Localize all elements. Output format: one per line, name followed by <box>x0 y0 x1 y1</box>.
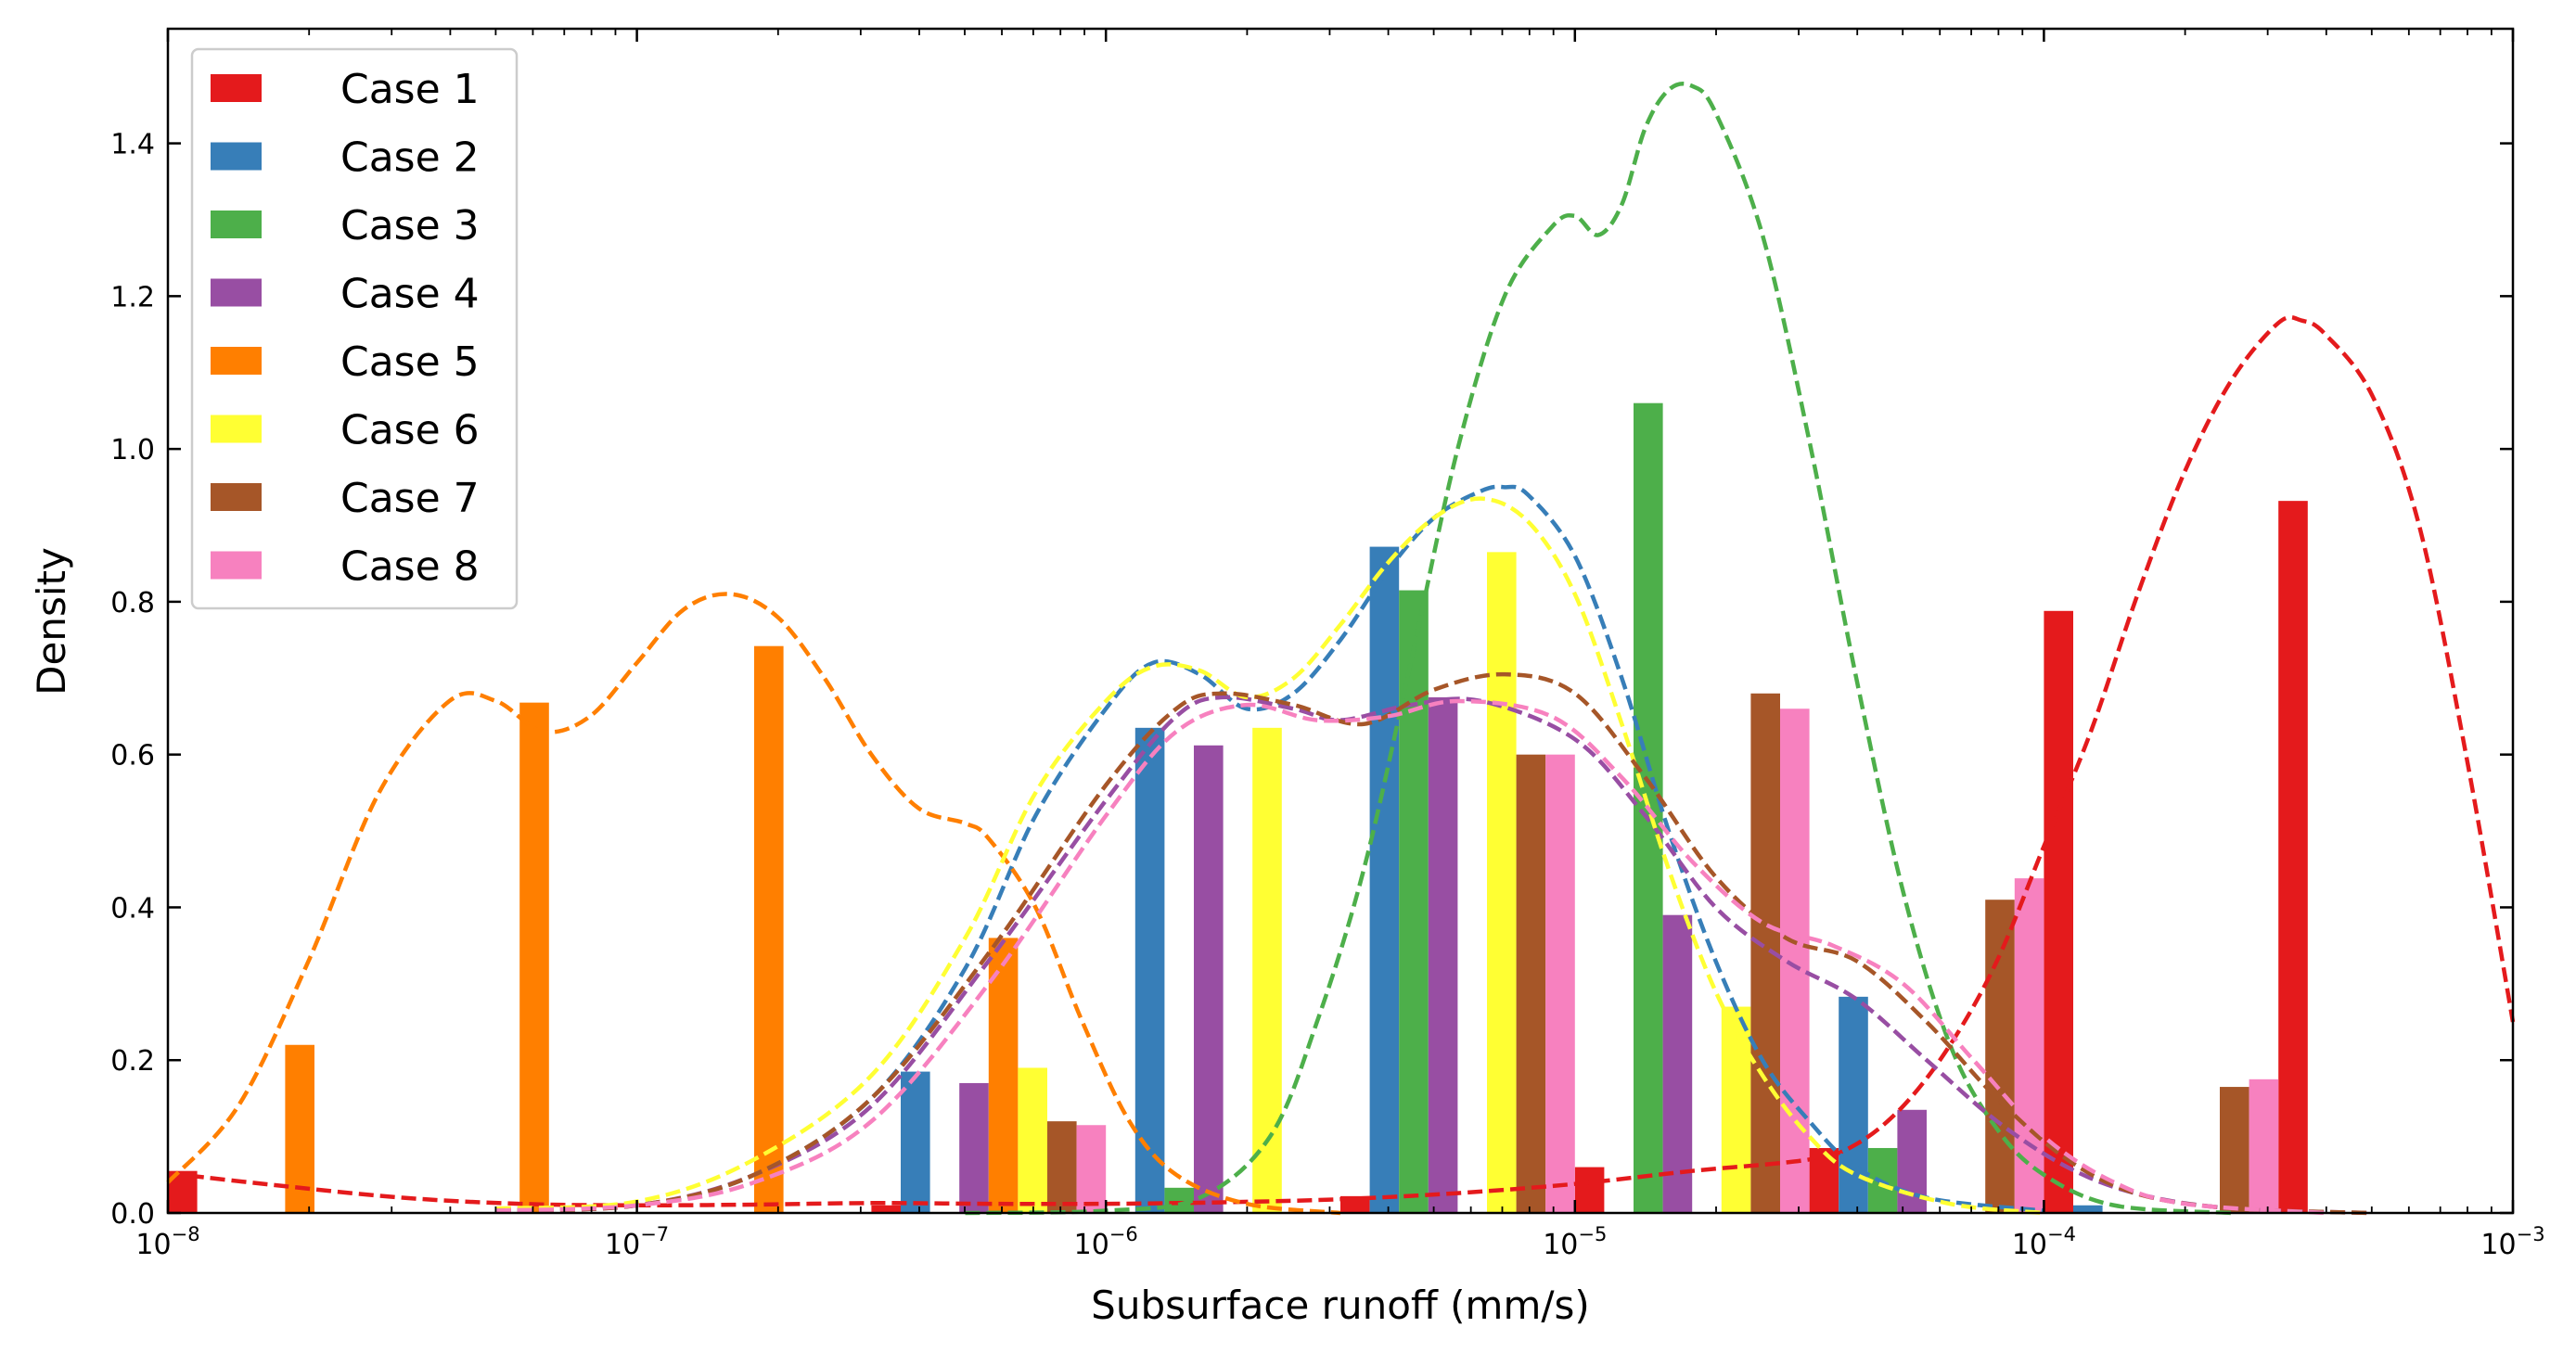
legend-swatch-case-1 <box>211 74 262 102</box>
bar-case-6-bin-7 <box>1721 1006 1751 1213</box>
plot-frame <box>166 27 2515 1215</box>
legend-swatch-case-5 <box>211 347 262 375</box>
y-tick-label: 0.6 <box>110 740 155 772</box>
legend-label-case-8: Case 8 <box>340 543 480 591</box>
bar-case-4-bin-6 <box>1428 696 1458 1213</box>
legend-swatch-case-4 <box>211 278 262 307</box>
bar-case-1-bin-4 <box>871 1205 901 1213</box>
bar-case-6-bin-4 <box>1018 1067 1047 1213</box>
legend-label-case-5: Case 5 <box>340 338 480 386</box>
bar-case-5-bin-1 <box>285 1044 314 1213</box>
kde-line-case-3 <box>965 82 2232 1216</box>
legend-swatch-case-7 <box>211 483 262 511</box>
x-axis-label: Subsurface runoff (mm/s) <box>1091 1283 1590 1328</box>
x-tick-label: 10−3 <box>2480 1223 2544 1261</box>
bar-case-8-bin-4 <box>1076 1125 1107 1213</box>
x-tick-label: 10−7 <box>605 1223 669 1261</box>
legend-label-case-1: Case 1 <box>340 66 480 113</box>
legend: Case 1 Case 2 Case 3 Case 4 Case 5 Case 6 Case… <box>190 47 519 610</box>
x-tick-label: 10−5 <box>1543 1223 1607 1261</box>
x-tick-label: 10−8 <box>135 1223 199 1261</box>
kde-curves <box>166 82 2516 1216</box>
kde-line-case-5 <box>166 592 1341 1216</box>
y-axis-ticks: 0.0 0.2 0.4 0.6 0.8 1.0 1.2 1.4 <box>110 129 2513 1231</box>
bar-case-5-bin-3 <box>754 645 784 1213</box>
legend-swatch-case-2 <box>211 142 262 171</box>
bar-case-4-bin-5 <box>1194 745 1224 1213</box>
kde-line-case-2 <box>495 484 2044 1213</box>
kde-line-case-1 <box>167 314 2516 1208</box>
y-tick-label: 1.2 <box>110 281 155 313</box>
bar-case-5-bin-4 <box>988 938 1019 1213</box>
bar-case-7-bin-8 <box>1985 900 2015 1213</box>
bar-case-1-bin-9 <box>2044 610 2073 1213</box>
y-tick-label: 0.0 <box>110 1198 155 1231</box>
bar-case-2-bin-6 <box>1369 546 1400 1213</box>
bar-case-5-bin-2 <box>519 702 549 1213</box>
bar-case-1-bin-7 <box>1574 1167 1605 1213</box>
legend-label-case-6: Case 6 <box>340 407 480 454</box>
legend-swatch-case-8 <box>211 551 262 580</box>
x-tick-label: 10−6 <box>1074 1223 1138 1261</box>
kde-line-case-6 <box>495 496 2044 1216</box>
legend-swatch-case-3 <box>211 211 262 238</box>
bar-case-4-bin-7 <box>1662 914 1693 1213</box>
bar-case-2-bin-9 <box>2073 1205 2103 1213</box>
legend-label-case-2: Case 2 <box>340 134 480 182</box>
kde-line-case-7 <box>495 671 2373 1216</box>
bar-case-8-bin-7 <box>1780 708 1810 1213</box>
legend-label-case-7: Case 7 <box>340 475 480 522</box>
bar-case-6-bin-6 <box>1487 552 1517 1213</box>
bar-case-8-bin-8 <box>2014 878 2044 1213</box>
bar-case-1-bin-10 <box>2278 501 2308 1213</box>
bar-case-3-bin-6 <box>1399 590 1429 1213</box>
bar-case-6-bin-5 <box>1252 727 1282 1213</box>
bar-case-7-bin-4 <box>1047 1121 1077 1213</box>
y-axis-label: Density <box>29 547 74 696</box>
histogram-bars <box>168 402 2308 1213</box>
bar-case-8-bin-6 <box>1545 754 1575 1213</box>
x-tick-label: 10−4 <box>2012 1223 2076 1261</box>
legend-swatch-case-6 <box>211 415 262 443</box>
y-tick-label: 0.4 <box>110 892 155 925</box>
y-tick-label: 1.4 <box>110 129 155 161</box>
legend-label-case-4: Case 4 <box>340 271 480 318</box>
bar-case-4-bin-4 <box>959 1082 989 1213</box>
y-tick-label: 0.8 <box>110 587 155 619</box>
legend-label-case-3: Case 3 <box>340 202 480 249</box>
bar-case-7-bin-6 <box>1516 754 1546 1213</box>
bar-case-8-bin-9 <box>2249 1079 2279 1213</box>
bar-case-2-bin-8 <box>1839 996 1868 1213</box>
legend-box <box>190 47 519 610</box>
bar-case-7-bin-9 <box>2220 1087 2249 1213</box>
x-axis-ticks: 10−8 10−7 10−6 10−5 10−4 10−3 <box>135 29 2545 1261</box>
y-tick-label: 0.2 <box>110 1045 155 1078</box>
bar-case-2-bin-4 <box>901 1071 930 1213</box>
bar-case-2-bin-5 <box>1134 727 1165 1213</box>
y-tick-label: 1.0 <box>110 434 155 466</box>
